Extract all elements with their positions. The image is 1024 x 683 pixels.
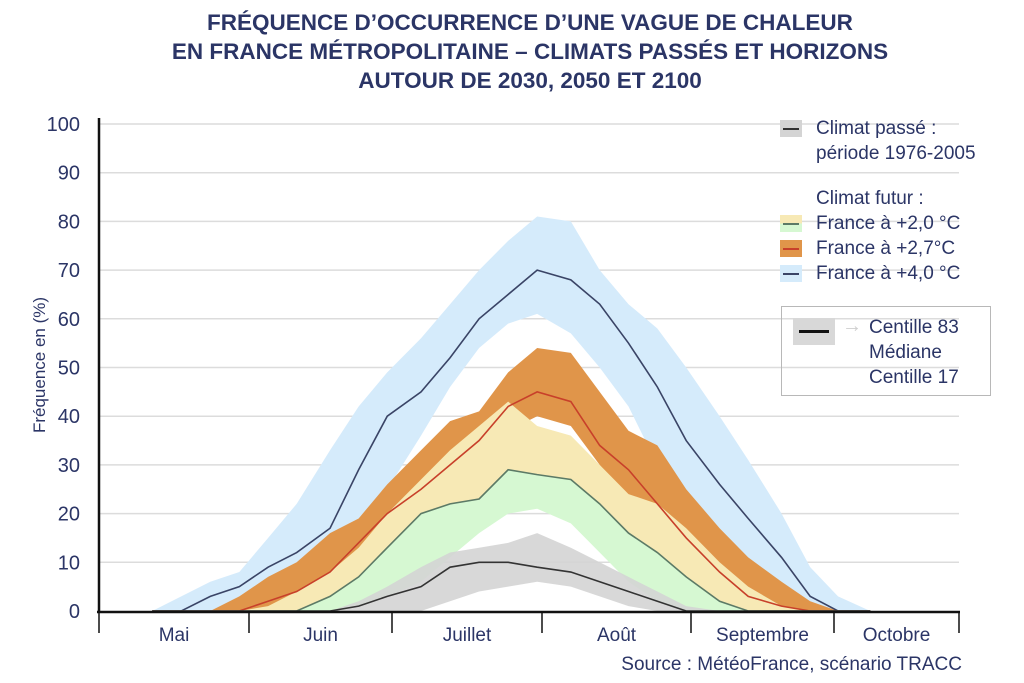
legend-item-p20: France à +2,0 °C	[780, 211, 976, 236]
band-p20-upper	[152, 401, 871, 611]
legend-label-p27: France à +2,7°C	[816, 238, 956, 259]
legend-heading-future: Climat futur :	[780, 186, 976, 211]
source-note: Source : MétéoFrance, scénario TRACC	[621, 654, 962, 675]
y-tick-label: 90	[58, 163, 80, 185]
chart-title: FRÉQUENCE D’OCCURRENCE D’UNE VAGUE DE CH…	[0, 8, 1024, 95]
legend-key-median: Médiane	[869, 342, 942, 363]
band-past	[152, 533, 871, 611]
legend-label-future: Climat futur :	[816, 188, 924, 209]
x-tick-label: Mai	[159, 625, 190, 646]
legend-label-p40: France à +4,0 °C	[816, 263, 961, 284]
y-tick-label: 60	[58, 309, 80, 331]
band-p20-lower	[152, 469, 871, 611]
arrow-right-icon: →	[842, 315, 862, 337]
legend-swatch-p20	[780, 215, 802, 232]
y-tick-label: 40	[58, 406, 80, 428]
title-line-1: FRÉQUENCE D’OCCURRENCE D’UNE VAGUE DE CH…	[207, 10, 853, 35]
y-tick-label: 100	[47, 114, 80, 136]
title-line-2: EN FRANCE MÉTROPOLITAINE – CLIMATS PASSÉ…	[171, 39, 889, 64]
x-tick-label: Août	[597, 625, 637, 646]
y-tick-label: 50	[58, 358, 80, 380]
x-tick-label: Juillet	[443, 625, 492, 646]
legend-key-box: → Centille 83 Médiane Centille 17	[781, 306, 991, 396]
legend: Climat passé : période 1976-2005 Climat …	[780, 116, 976, 286]
x-tick-label: Juin	[303, 625, 338, 646]
x-tick-label: Septembre	[716, 625, 809, 646]
legend-label-past: Climat passé :	[816, 118, 937, 139]
legend-item-past-period: période 1976-2005	[780, 141, 976, 166]
y-tick-label: 70	[58, 260, 80, 282]
title-line-3: AUTOUR DE 2030, 2050 ET 2100	[358, 68, 702, 93]
legend-key-swatch	[793, 318, 835, 345]
legend-item-past: Climat passé :	[780, 116, 976, 141]
legend-label-p20: France à +2,0 °C	[816, 213, 961, 234]
legend-swatch-p27	[780, 240, 802, 257]
y-tick-label: 10	[58, 552, 80, 574]
y-tick-label: 80	[58, 211, 80, 233]
legend-swatch-p40	[780, 265, 802, 282]
legend-item-p40: France à +4,0 °C	[780, 261, 976, 286]
legend-key-c17: Centille 17	[869, 367, 959, 388]
y-tick-label: 30	[58, 455, 80, 477]
legend-key-c83: Centille 83	[869, 317, 959, 338]
legend-label-past-period: période 1976-2005	[816, 143, 976, 164]
y-tick-label: 0	[69, 601, 80, 623]
median-line-p40	[152, 269, 871, 612]
legend-item-p27: France à +2,7°C	[780, 236, 976, 261]
legend-swatch-past	[780, 120, 802, 137]
y-tick-label: 20	[58, 504, 80, 526]
x-tick-label: Octobre	[863, 625, 931, 646]
median-line-p27	[152, 390, 871, 612]
y-axis-label: Fréquence en (%)	[30, 296, 49, 434]
